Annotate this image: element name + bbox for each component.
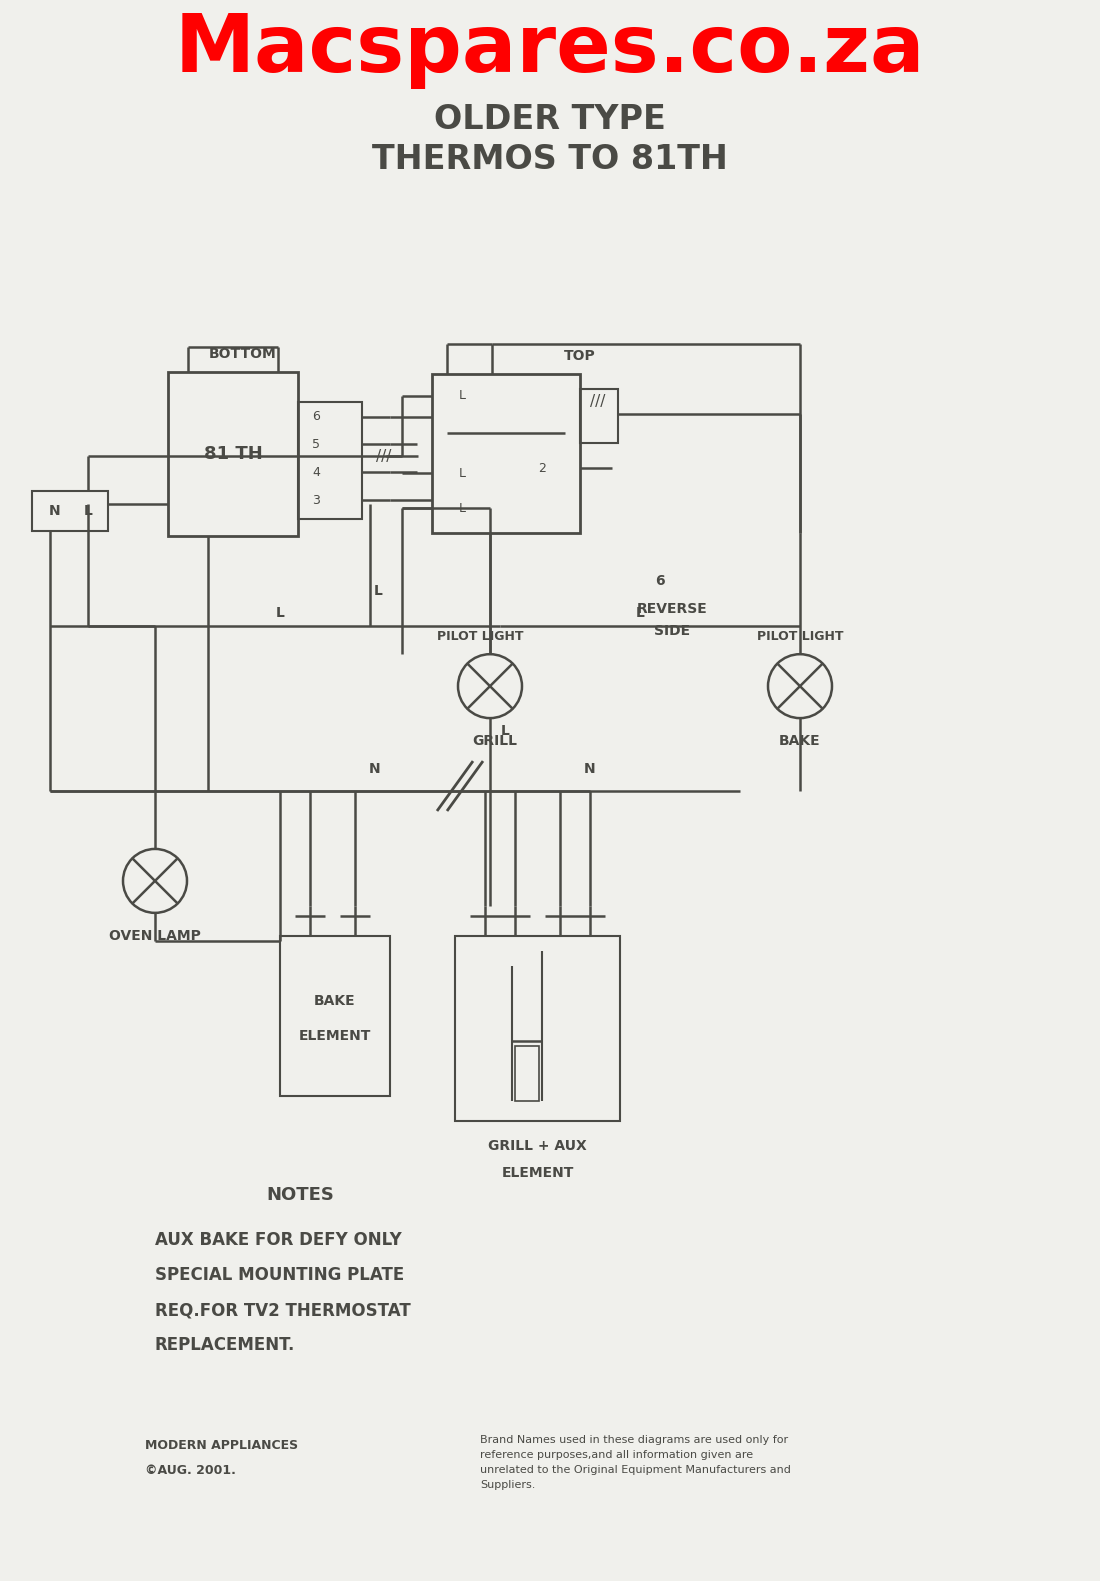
Bar: [580, 389, 618, 443]
Text: AUX BAKE FOR DEFY ONLY: AUX BAKE FOR DEFY ONLY: [155, 1232, 402, 1249]
Bar: [280, 936, 390, 1096]
Text: BOTTOM: BOTTOM: [209, 346, 277, 360]
Text: ///: ///: [591, 394, 606, 409]
Text: 6: 6: [312, 409, 320, 424]
Text: REQ.FOR TV2 THERMOSTAT: REQ.FOR TV2 THERMOSTAT: [155, 1301, 410, 1320]
Text: L: L: [459, 501, 465, 515]
Text: BAKE: BAKE: [779, 734, 821, 748]
Text: OVEN LAMP: OVEN LAMP: [109, 928, 201, 942]
Text: PILOT LIGHT: PILOT LIGHT: [437, 629, 524, 643]
Text: THERMOS TO 81TH: THERMOS TO 81TH: [372, 144, 728, 177]
Text: N: N: [584, 762, 596, 776]
Text: L: L: [459, 466, 465, 481]
Text: SIDE: SIDE: [653, 624, 690, 639]
Text: OLDER TYPE: OLDER TYPE: [434, 103, 666, 136]
Text: L: L: [374, 585, 383, 598]
Text: NOTES: NOTES: [266, 1186, 334, 1205]
Text: 2: 2: [538, 462, 546, 474]
Text: 3: 3: [312, 493, 320, 508]
Text: L: L: [276, 606, 285, 620]
Text: BAKE: BAKE: [315, 994, 355, 1007]
Text: ELEMENT: ELEMENT: [299, 1029, 371, 1043]
Text: SPECIAL MOUNTING PLATE: SPECIAL MOUNTING PLATE: [155, 1266, 405, 1284]
Text: N: N: [50, 504, 60, 519]
Text: TOP: TOP: [564, 348, 596, 362]
Bar: [455, 936, 620, 1121]
Text: L: L: [636, 606, 645, 620]
Text: L: L: [84, 504, 92, 519]
Text: 6: 6: [656, 574, 664, 588]
Text: REVERSE: REVERSE: [637, 602, 707, 617]
Text: MODERN APPLIANCES: MODERN APPLIANCES: [145, 1439, 298, 1451]
Bar: [432, 373, 580, 533]
Text: REPLACEMENT.: REPLACEMENT.: [155, 1336, 296, 1355]
Bar: [168, 372, 298, 536]
Bar: [32, 492, 108, 531]
Text: N: N: [370, 762, 381, 776]
Text: L: L: [500, 724, 509, 738]
Text: 5: 5: [312, 438, 320, 451]
Text: 4: 4: [312, 466, 320, 479]
Circle shape: [768, 655, 832, 718]
Circle shape: [123, 849, 187, 912]
Text: ©AUG. 2001.: ©AUG. 2001.: [145, 1464, 235, 1477]
Text: PILOT LIGHT: PILOT LIGHT: [757, 629, 844, 643]
Circle shape: [458, 655, 522, 718]
Text: Brand Names used in these diagrams are used only for
reference purposes,and all : Brand Names used in these diagrams are u…: [480, 1436, 791, 1489]
Text: Macspares.co.za: Macspares.co.za: [175, 11, 925, 89]
Bar: [298, 402, 362, 520]
Text: ///: ///: [376, 449, 392, 463]
Text: GRILL: GRILL: [473, 734, 517, 748]
Text: L: L: [459, 389, 465, 402]
Bar: [515, 1045, 539, 1100]
Text: GRILL + AUX: GRILL + AUX: [488, 1138, 587, 1153]
Text: 81 TH: 81 TH: [204, 444, 263, 463]
Text: ELEMENT: ELEMENT: [502, 1165, 574, 1179]
